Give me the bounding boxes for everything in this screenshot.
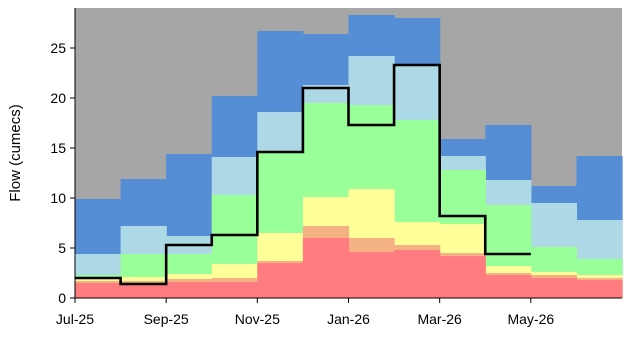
y-tick-label: 20 bbox=[50, 90, 66, 106]
flow-line bbox=[75, 63, 531, 286]
y-tick-label: 15 bbox=[50, 140, 66, 156]
band-0-bar-9 bbox=[485, 275, 532, 298]
y-tick-label: 5 bbox=[58, 240, 66, 256]
band-0 bbox=[75, 238, 623, 298]
y-tick-label: 25 bbox=[50, 40, 66, 56]
y-axis-title: Flow (cumecs) bbox=[7, 104, 24, 202]
percentile-bands bbox=[75, 15, 623, 298]
x-tick-label: Mar-26 bbox=[417, 311, 462, 327]
x-tick-label: Sep-25 bbox=[144, 311, 189, 327]
x-tick-label: Jan-26 bbox=[327, 311, 370, 327]
band-0-bar-1 bbox=[120, 283, 167, 298]
band-0-bar-5 bbox=[302, 238, 350, 298]
band-0-bar-2 bbox=[166, 282, 213, 298]
band-0-bar-3 bbox=[211, 282, 258, 298]
band-0-bar-8 bbox=[439, 256, 486, 298]
y-axis-ticks: 0 5 10 15 20 25 bbox=[50, 40, 75, 306]
x-tick-label: Jul-25 bbox=[56, 311, 94, 327]
y-tick-label: 10 bbox=[50, 190, 66, 206]
band-0-bar-11 bbox=[576, 280, 623, 298]
x-axis-ticks: Jul-25 Sep-25 Nov-25 Jan-26 Mar-26 May-26 bbox=[56, 298, 554, 327]
band-0-bar-7 bbox=[394, 250, 441, 298]
band-0-bar-4 bbox=[257, 263, 304, 298]
band-0-bar-6 bbox=[348, 252, 395, 298]
y-tick-label: 0 bbox=[58, 290, 66, 306]
band-0-bar-0 bbox=[75, 283, 122, 298]
x-tick-label: May-26 bbox=[507, 311, 554, 327]
band-0-bar-10 bbox=[530, 278, 578, 298]
x-tick-label: Nov-25 bbox=[235, 311, 280, 327]
